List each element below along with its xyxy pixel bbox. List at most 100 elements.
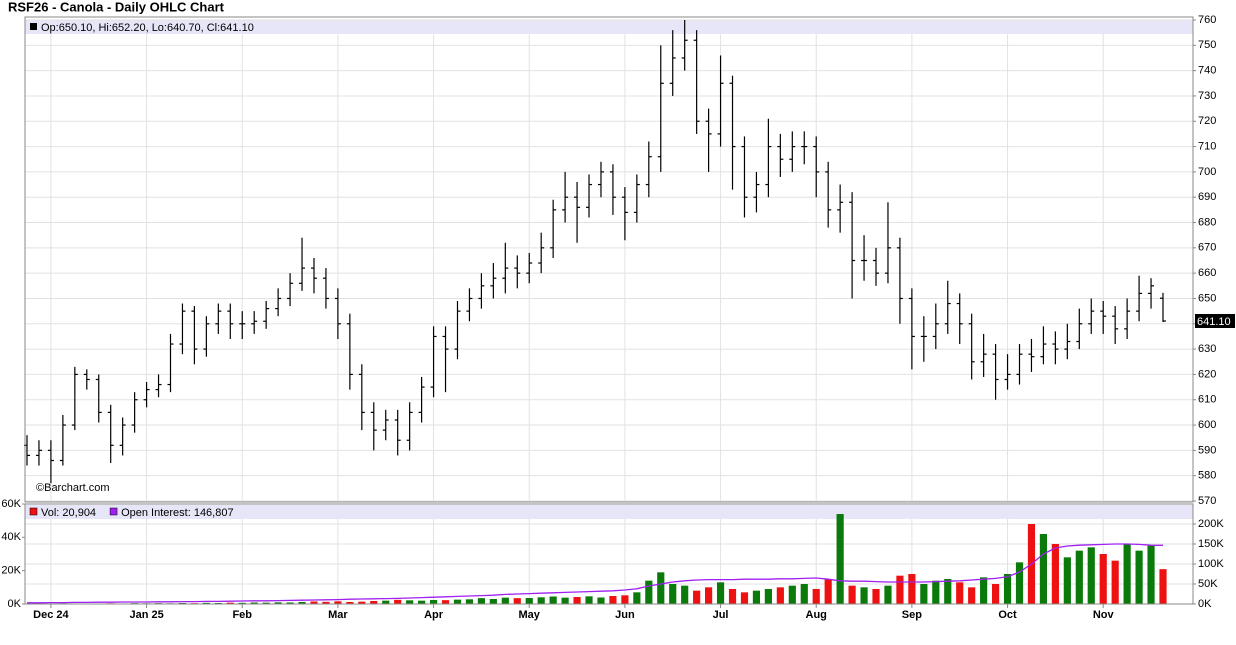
y2-tick-label: 200K	[1198, 518, 1224, 530]
y-tick-label: 570	[1198, 495, 1216, 507]
x-tick-label: Mar	[328, 609, 348, 621]
volume-bar	[513, 598, 521, 604]
y-tick-label: 600	[1198, 419, 1216, 431]
x-tick-label: Feb	[232, 609, 252, 621]
volume-bar	[441, 600, 450, 604]
y-tick-label: 0K	[8, 598, 22, 610]
volume-bar	[956, 582, 964, 604]
volume-bar	[370, 601, 378, 604]
y-tick-label: 620	[1198, 368, 1216, 380]
volume-bar	[920, 584, 928, 604]
watermark: ©Barchart.com	[36, 482, 110, 494]
volume-bar	[980, 577, 988, 604]
volume-bar	[489, 599, 497, 604]
volume-bar	[1075, 550, 1083, 604]
volume-bar	[705, 587, 713, 604]
y-tick-label: 760	[1198, 14, 1216, 26]
y-tick-label: 680	[1198, 216, 1216, 228]
volume-bar	[537, 597, 545, 604]
x-tick-label: May	[519, 609, 541, 621]
volume-bar	[477, 598, 485, 604]
volume-bar	[992, 584, 1000, 604]
volume-bar	[764, 589, 772, 604]
volume-bar	[860, 587, 868, 604]
y2-tick-label: 100K	[1198, 558, 1224, 570]
x-tick-label: Aug	[806, 609, 827, 621]
info-band	[25, 20, 1193, 34]
volume-bar	[944, 579, 952, 604]
volume-bar	[406, 600, 414, 604]
volume-bar	[752, 590, 761, 604]
legend-icon	[109, 507, 118, 516]
volume-bar	[800, 584, 808, 604]
y-tick-label: 670	[1198, 242, 1216, 254]
volume-bar	[645, 580, 653, 604]
y-tick-label: 590	[1198, 444, 1216, 456]
volume-bar	[609, 596, 617, 604]
y-tick-label: 60K	[1, 498, 21, 510]
y-tick-label: 700	[1198, 166, 1216, 178]
legend-label: Open Interest: 146,807	[121, 507, 234, 519]
y-tick-label: 610	[1198, 394, 1216, 406]
info-icon	[30, 23, 37, 30]
legend-icon	[29, 507, 38, 516]
volume-bar	[1147, 545, 1155, 604]
volume-bar	[250, 602, 258, 604]
volume-bar	[932, 580, 940, 604]
volume-bar	[334, 601, 342, 604]
last-price-label: 641.10	[1197, 316, 1231, 328]
x-tick-label: Apr	[424, 609, 444, 621]
volume-bar	[597, 597, 605, 604]
x-tick-label: Sep	[902, 609, 922, 621]
volume-bar	[776, 587, 784, 604]
marks	[23, 20, 1167, 604]
volume-bar	[1099, 554, 1107, 604]
x-tick-label: Dec 24	[33, 609, 69, 621]
volume-bar	[1063, 557, 1071, 604]
volume-bar	[310, 601, 318, 604]
chart-title: RSF26 - Canola - Daily OHLC Chart	[8, 0, 225, 14]
volume-bar	[453, 599, 462, 604]
volume-bar	[429, 600, 438, 604]
volume-bar	[657, 572, 665, 604]
volume-bar	[382, 600, 390, 604]
volume-bar	[573, 597, 581, 604]
y-tick-label: 40K	[1, 531, 21, 543]
legend-label: Vol: 20,904	[41, 507, 96, 519]
y-tick-label: 660	[1198, 267, 1216, 279]
y-tick-label: 710	[1198, 140, 1216, 152]
x-tick-label: Jul	[713, 609, 729, 621]
volume-bar	[896, 575, 904, 604]
volume-bar	[322, 601, 330, 604]
y-tick-label: 750	[1198, 39, 1216, 51]
y2-tick-label: 150K	[1198, 538, 1224, 550]
x-tick-label: Jan 25	[129, 609, 163, 621]
volume-bar	[298, 602, 306, 604]
volume-bar	[394, 599, 402, 604]
volume-bar	[1051, 544, 1059, 604]
volume-bar	[465, 599, 474, 604]
volume-bar	[358, 601, 366, 604]
legend-band	[25, 505, 1193, 519]
volume-bar	[238, 602, 246, 604]
volume-bar	[262, 602, 270, 604]
volume-bar	[716, 582, 725, 604]
volume-bar	[621, 595, 629, 604]
volume-bar	[226, 602, 234, 604]
volume-frame	[24, 503, 1194, 605]
volume-bar	[1111, 560, 1119, 604]
y-tick-label: 20K	[1, 565, 21, 577]
volume-bar	[740, 592, 749, 604]
volume-bar	[1123, 544, 1131, 604]
volume-bar	[1003, 574, 1012, 604]
price-frame	[24, 16, 1194, 503]
info-text: Op:650.10, Hi:652.20, Lo:640.70, Cl:641.…	[41, 22, 254, 34]
y-tick-label: 690	[1198, 191, 1216, 203]
y-tick-label: 580	[1198, 470, 1216, 482]
volume-bar	[908, 574, 916, 604]
volume-bar	[693, 590, 701, 604]
open-interest-line	[27, 543, 1164, 604]
volume-bar	[525, 598, 533, 604]
volume-bar	[501, 597, 509, 604]
